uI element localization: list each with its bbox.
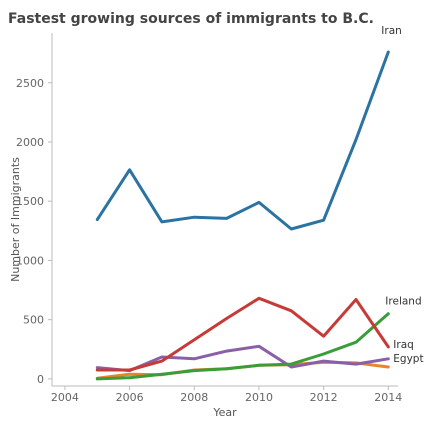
series-label-egypt: Egypt [393, 353, 423, 365]
chart-title: Fastest growing sources of immigrants to… [8, 11, 374, 27]
series-label-ireland: Ireland [385, 296, 421, 308]
series-label-iraq: Iraq [393, 339, 414, 351]
x-tick-label: 2010 [245, 391, 273, 404]
y-tick-label: 0 [37, 373, 44, 386]
y-tick-label: 1500 [16, 195, 44, 208]
y-tick-label: 1000 [16, 254, 44, 267]
series-line-unlabeled [95, 344, 390, 373]
x-tick-label: 2004 [51, 391, 79, 404]
x-tick-label: 2006 [116, 391, 144, 404]
x-axis-title: Year [212, 406, 237, 419]
y-tick-label: 2000 [16, 136, 44, 149]
x-tick-label: 2014 [374, 391, 402, 404]
y-tick-label: 500 [23, 314, 44, 327]
y-axis-title: Number of Immigrants [9, 157, 22, 282]
series-line-ireland [95, 312, 390, 381]
x-tick-label: 2008 [180, 391, 208, 404]
series-line-iraq [95, 296, 390, 372]
series-line-iran [95, 50, 390, 231]
y-tick-label: 2500 [16, 77, 44, 90]
x-tick-label: 2012 [310, 391, 338, 404]
series-label-iran: Iran [381, 25, 402, 37]
